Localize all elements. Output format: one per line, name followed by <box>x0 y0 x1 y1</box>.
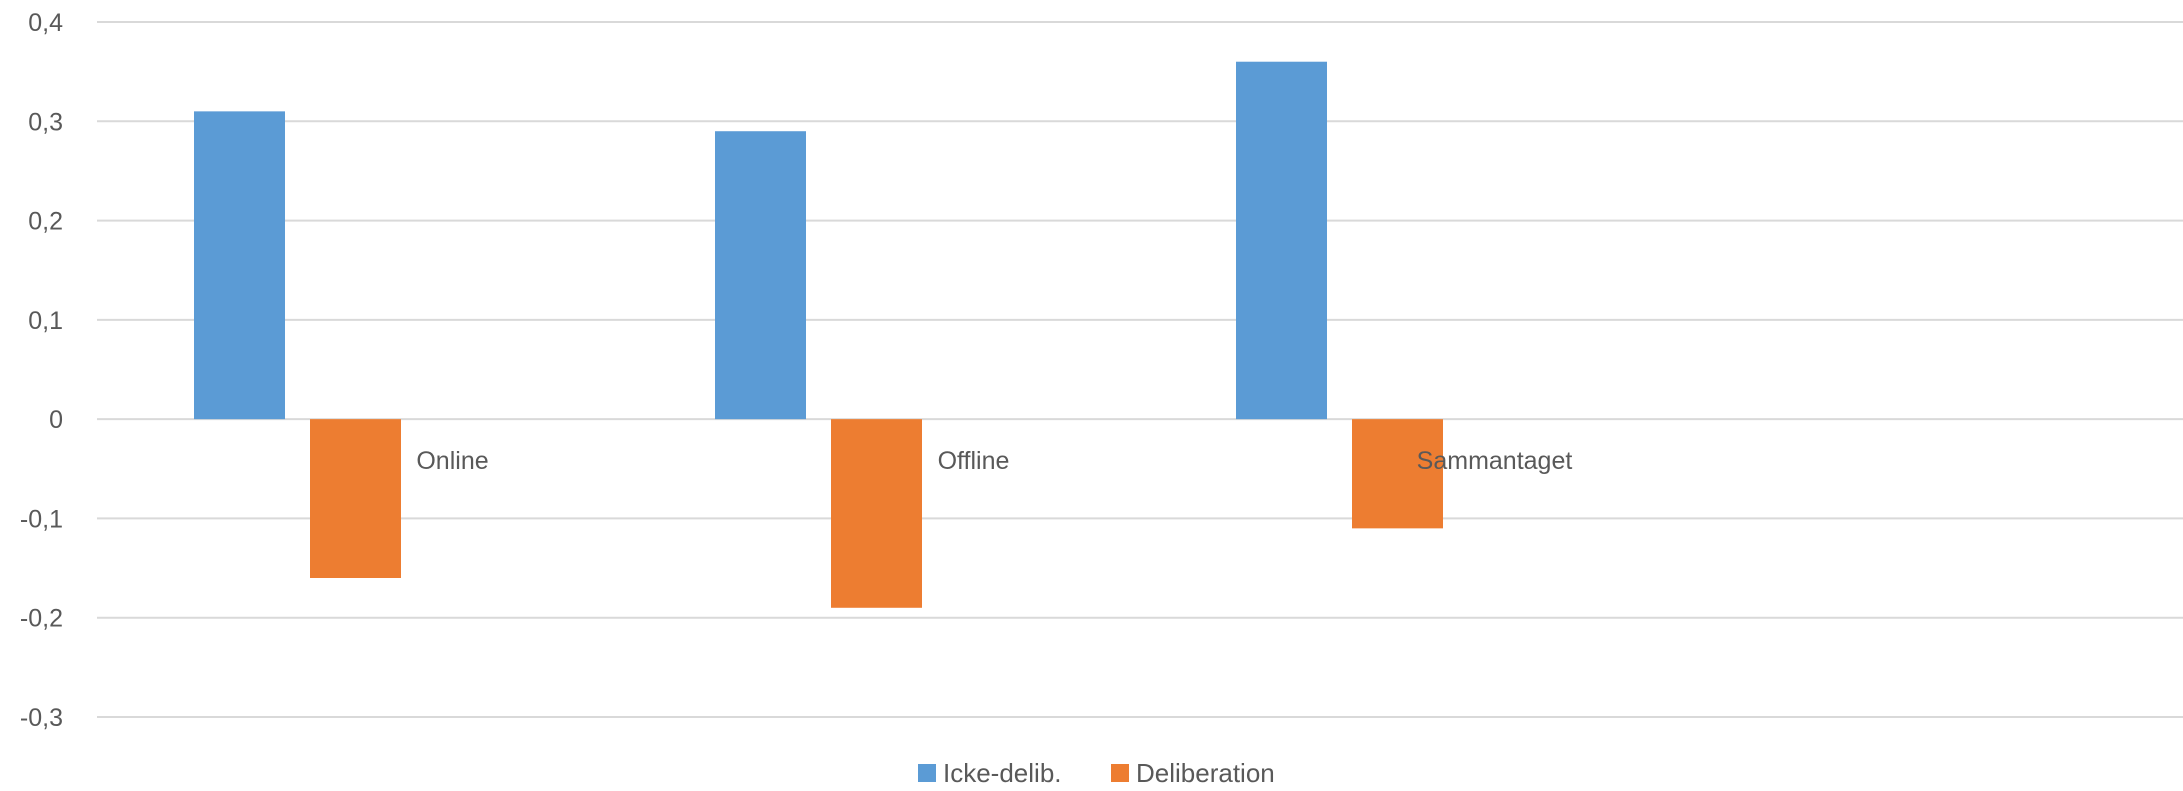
bar-icke-delib-offline <box>715 131 806 420</box>
category-label: Sammantaget <box>1417 447 1573 475</box>
y-tick-label: -0,1 <box>20 505 63 533</box>
y-tick-label: 0,1 <box>28 307 63 335</box>
y-tick-label: 0,3 <box>28 108 63 136</box>
gridlines <box>97 21 2183 718</box>
bars <box>194 61 1443 608</box>
bar-icke-delib-online <box>194 111 285 420</box>
legend: Icke-delib. Deliberation <box>918 758 1275 788</box>
category-label: Online <box>416 447 488 475</box>
y-tick-label: 0 <box>49 406 63 434</box>
category-label: Offline <box>938 447 1010 475</box>
y-tick-label: -0,3 <box>20 704 63 732</box>
legend-label: Deliberation <box>1136 758 1275 788</box>
y-tick-label: -0,2 <box>20 605 63 633</box>
legend-label: Icke-delib. <box>943 758 1062 788</box>
bar-icke-delib-sammantaget <box>1236 61 1327 420</box>
bar-deliberation-offline <box>831 419 922 608</box>
bar-deliberation-sammantaget <box>1352 419 1443 529</box>
y-tick-label: 0,2 <box>28 208 63 236</box>
legend-swatch <box>918 764 936 782</box>
bar-deliberation-online <box>310 419 401 578</box>
legend-swatch <box>1111 764 1129 782</box>
y-tick-label: 0,4 <box>28 9 63 37</box>
category-labels: Online Offline Sammantaget <box>416 447 1572 475</box>
y-axis-tick-labels: 0,4 0,3 0,2 0,1 0 -0,1 -0,2 -0,3 <box>20 9 63 732</box>
